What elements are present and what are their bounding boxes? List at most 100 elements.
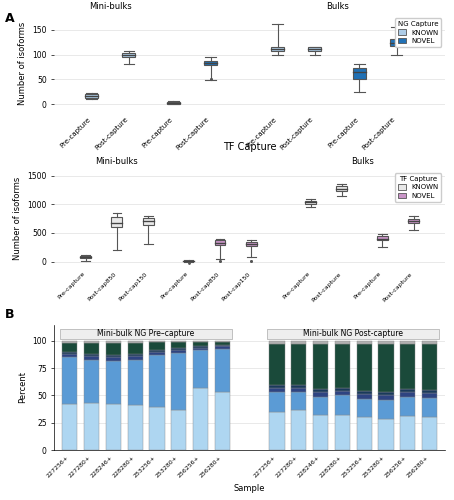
- Bar: [269, 344, 285, 385]
- Bar: [106, 358, 121, 360]
- Bar: [171, 350, 187, 353]
- Bar: [353, 68, 366, 80]
- Bar: [80, 256, 91, 258]
- Bar: [335, 396, 350, 415]
- Bar: [400, 389, 415, 392]
- Bar: [291, 410, 306, 450]
- Bar: [291, 341, 306, 344]
- Bar: [62, 354, 77, 358]
- Bar: [149, 342, 165, 349]
- Bar: [313, 344, 328, 389]
- Bar: [356, 391, 372, 394]
- Bar: [62, 343, 77, 352]
- Bar: [291, 384, 306, 388]
- Bar: [171, 342, 187, 347]
- Bar: [171, 353, 187, 410]
- Bar: [84, 343, 99, 354]
- Bar: [149, 352, 165, 355]
- Bar: [422, 398, 437, 417]
- Bar: [128, 406, 143, 450]
- Bar: [193, 341, 208, 342]
- Bar: [313, 415, 328, 450]
- Bar: [269, 392, 285, 412]
- Bar: [313, 341, 328, 344]
- Bar: [215, 341, 230, 342]
- Bar: [378, 392, 394, 396]
- Bar: [143, 218, 153, 225]
- Bar: [271, 47, 284, 50]
- Bar: [149, 355, 165, 408]
- Bar: [167, 102, 180, 104]
- Bar: [149, 350, 165, 352]
- Bar: [84, 360, 99, 403]
- Bar: [356, 344, 372, 391]
- Legend: KNOWN, NOVEL: KNOWN, NOVEL: [395, 18, 441, 47]
- Bar: [128, 356, 143, 360]
- Bar: [204, 60, 217, 66]
- Bar: [171, 341, 187, 342]
- Bar: [291, 344, 306, 385]
- Bar: [422, 344, 437, 390]
- Text: A: A: [5, 12, 14, 26]
- Bar: [149, 408, 165, 450]
- Bar: [291, 392, 306, 409]
- Text: Bulks: Bulks: [326, 2, 349, 11]
- Bar: [106, 360, 121, 404]
- Y-axis label: Percent: Percent: [18, 372, 27, 404]
- Bar: [215, 346, 230, 348]
- Bar: [356, 399, 372, 417]
- Y-axis label: Number of isoforms: Number of isoforms: [18, 22, 27, 105]
- Bar: [106, 341, 121, 343]
- Bar: [378, 344, 394, 392]
- Bar: [308, 47, 321, 50]
- Bar: [193, 342, 208, 346]
- Text: B: B: [5, 308, 14, 320]
- Bar: [112, 218, 123, 227]
- Bar: [400, 344, 415, 389]
- Bar: [193, 388, 208, 450]
- Bar: [335, 391, 350, 396]
- Bar: [215, 240, 226, 245]
- Bar: [62, 358, 77, 404]
- Bar: [422, 390, 437, 394]
- Bar: [313, 389, 328, 392]
- Bar: [269, 412, 285, 450]
- Bar: [128, 354, 143, 356]
- Bar: [128, 341, 143, 343]
- Bar: [335, 388, 350, 391]
- Bar: [400, 396, 415, 416]
- Bar: [269, 388, 285, 392]
- Bar: [84, 356, 99, 360]
- Bar: [84, 341, 99, 343]
- Bar: [335, 415, 350, 450]
- Bar: [408, 218, 419, 222]
- Text: Mini-bulks: Mini-bulks: [96, 157, 138, 166]
- Bar: [171, 410, 187, 450]
- Bar: [183, 260, 194, 262]
- Bar: [62, 404, 77, 450]
- Text: Mini-bulks: Mini-bulks: [89, 2, 132, 11]
- Bar: [377, 236, 388, 240]
- Bar: [335, 344, 350, 388]
- Bar: [422, 341, 437, 344]
- Bar: [400, 416, 415, 450]
- Bar: [149, 341, 165, 342]
- Bar: [122, 53, 135, 57]
- Bar: [336, 186, 347, 191]
- Bar: [390, 38, 403, 46]
- Bar: [267, 329, 439, 339]
- Bar: [85, 94, 98, 98]
- Bar: [106, 355, 121, 358]
- Text: Mini-bulk NG Pre–capture: Mini-bulk NG Pre–capture: [98, 330, 195, 338]
- Legend: KNOWN, NOVEL: KNOWN, NOVEL: [395, 174, 441, 202]
- Bar: [378, 396, 394, 400]
- Bar: [422, 418, 437, 450]
- Bar: [84, 354, 99, 356]
- Y-axis label: Number of isoforms: Number of isoforms: [13, 176, 22, 260]
- Bar: [269, 384, 285, 388]
- Bar: [356, 341, 372, 344]
- Bar: [378, 341, 394, 344]
- Bar: [246, 242, 257, 246]
- Bar: [400, 392, 415, 396]
- Bar: [193, 350, 208, 388]
